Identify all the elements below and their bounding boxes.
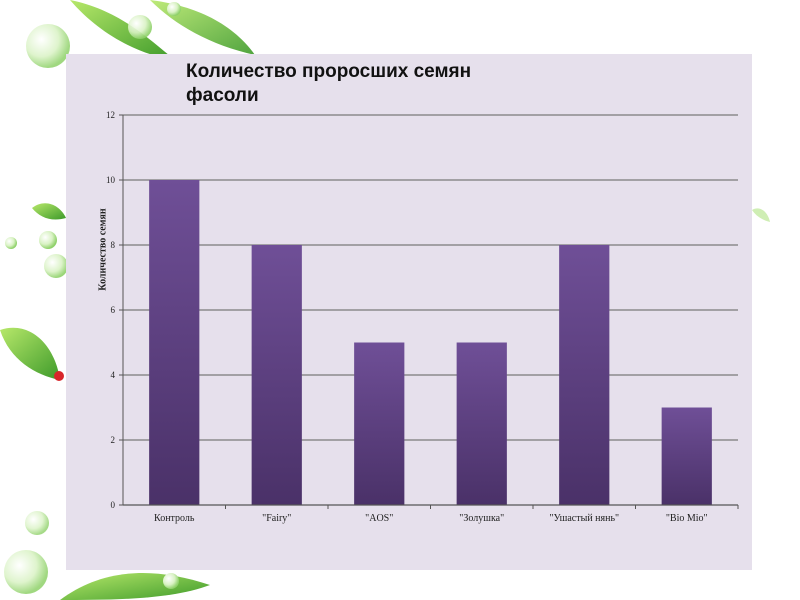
bar: [559, 245, 610, 505]
bar: [354, 342, 405, 505]
x-tick-label: "Ушастый нянь": [549, 513, 619, 524]
x-tick-label: "Fairy": [262, 513, 291, 524]
bubble-4: [5, 237, 17, 249]
leaf-right: [752, 208, 770, 222]
y-tick-label: 10: [106, 175, 116, 185]
bubble-1: [26, 24, 70, 68]
x-tick-label: Контроль: [154, 513, 195, 524]
bubble-6: [44, 254, 68, 278]
bubble-8: [4, 550, 48, 594]
x-tick-label: "Золушка": [459, 513, 504, 524]
bubble-7: [25, 511, 49, 535]
bar-chart: 0 2 4 6 8 10 12 Контроль "Fairy" "AOS" "Золушка" "У…: [106, 110, 739, 524]
bar: [149, 180, 200, 505]
chart-panel: Количество проросших семян фасоли Количе…: [66, 54, 752, 570]
leaf-top-left: [70, 0, 175, 60]
leaf-left-mid: [0, 327, 60, 380]
y-tick-label: 8: [111, 240, 116, 250]
leaf-left-small: [32, 203, 66, 220]
y-tick-label: 12: [106, 110, 115, 120]
x-tick-label: "AOS": [365, 513, 393, 524]
leaf-bottom: [60, 573, 210, 600]
y-tick-label: 2: [111, 435, 116, 445]
bubble-9: [163, 573, 179, 589]
bubble-2: [128, 15, 152, 39]
bubble-5: [39, 231, 57, 249]
x-tick-label: "Bio Mio": [666, 513, 708, 524]
bar: [661, 407, 712, 505]
y-tick-label: 4: [111, 370, 116, 380]
ladybug: [54, 371, 64, 381]
y-tick-label: 0: [111, 500, 116, 510]
bar: [456, 342, 507, 505]
bar: [251, 245, 302, 505]
bubble-3: [167, 2, 181, 16]
chart-title: Количество проросших семян фасоли: [186, 61, 472, 106]
leaf-top: [150, 0, 255, 55]
y-tick-label: 6: [111, 305, 116, 315]
